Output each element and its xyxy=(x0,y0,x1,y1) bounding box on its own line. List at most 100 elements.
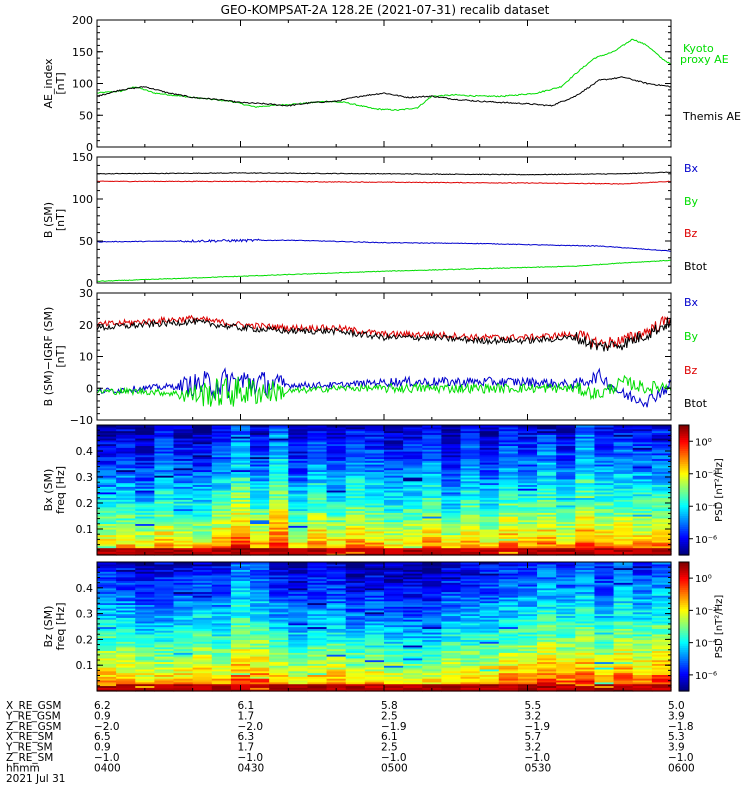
spectrogram-cell xyxy=(632,525,653,528)
spectrogram-cell xyxy=(479,525,500,528)
spectrogram-cell xyxy=(517,576,538,580)
spectrogram-cell xyxy=(613,632,634,635)
spectrogram-cell xyxy=(556,506,576,510)
spectrogram-cell xyxy=(403,654,423,657)
spectrogram-cell xyxy=(211,530,232,534)
spectrogram-cell xyxy=(422,497,442,500)
spectrogram-cell xyxy=(192,617,213,620)
spectrogram-cell xyxy=(498,641,519,644)
spectrogram-cell xyxy=(594,567,615,570)
spectrogram-cell xyxy=(269,591,289,594)
spectrogram-cell xyxy=(135,441,155,445)
spectrogram-cell xyxy=(192,452,213,456)
spectrogram-cell xyxy=(441,430,462,434)
spectrogram-cell xyxy=(384,609,404,613)
spectrogram-cell xyxy=(651,443,672,447)
spectrogram-cell xyxy=(230,445,251,448)
spectrogram-cell xyxy=(192,679,213,683)
spectrogram-cell xyxy=(422,538,442,541)
spectrogram-cell xyxy=(364,480,385,484)
spectrogram-cell xyxy=(345,606,366,609)
spectrogram-cell xyxy=(269,532,289,536)
spectrogram-cell xyxy=(384,504,404,508)
spectrogram-cell xyxy=(307,652,328,655)
spectrogram-cell xyxy=(575,573,596,576)
spectrogram-cell xyxy=(632,578,653,582)
spectrogram-cell xyxy=(97,458,117,461)
spectrogram-cell xyxy=(537,628,557,631)
spectrogram-cell xyxy=(211,441,232,445)
spectrogram-cell xyxy=(269,567,289,570)
spectrogram-cell xyxy=(192,573,213,576)
spectrogram-cell xyxy=(575,597,596,600)
spectrogram-cell xyxy=(326,530,347,534)
spectrogram-cell xyxy=(211,540,232,543)
spectrogram-cell xyxy=(517,628,538,631)
spectrogram-cell xyxy=(613,595,634,598)
spectrogram-cell xyxy=(116,644,136,648)
spectrogram-cell xyxy=(326,532,347,536)
spectrogram-cell xyxy=(651,449,672,452)
spectrogram-cell xyxy=(613,598,634,602)
spectrogram-cell xyxy=(192,584,213,587)
spectrogram-cell xyxy=(192,504,213,508)
spectrogram-cell xyxy=(594,473,615,476)
spectrogram-cell xyxy=(288,637,309,640)
spectrogram-cell xyxy=(651,574,672,578)
spectrogram-cell xyxy=(594,523,615,526)
spectrogram-cell xyxy=(632,571,653,574)
spectrogram-cell xyxy=(230,475,251,478)
spectrogram-cell xyxy=(116,655,136,659)
spectrogram-cell xyxy=(537,654,557,657)
spectrogram-cell xyxy=(97,593,117,596)
spectrogram-cell xyxy=(230,595,251,598)
spectrogram-cell xyxy=(422,598,442,602)
spectrogram-cell xyxy=(116,652,136,655)
spectrogram-cell xyxy=(250,587,270,591)
spectrogram-cell xyxy=(556,517,576,521)
spectrogram-cell xyxy=(422,602,442,605)
spectrogram-cell xyxy=(211,491,232,495)
spectrogram-cell xyxy=(230,609,251,613)
spectrogram-cell xyxy=(403,428,423,432)
legend-entry: Bx xyxy=(684,162,699,175)
spectrogram-cell xyxy=(403,495,423,499)
spectrogram-cell xyxy=(479,652,500,655)
spectrogram-cell xyxy=(460,471,481,474)
spectrogram-cell xyxy=(384,434,404,437)
spectrogram-cell xyxy=(384,562,404,565)
spectrogram-cell xyxy=(384,553,404,556)
spectrogram-cell xyxy=(173,597,194,600)
spectrogram-cell xyxy=(250,521,270,525)
spectrogram-cell xyxy=(498,471,519,474)
spectrogram-cell xyxy=(230,447,251,450)
spectrogram-cell xyxy=(135,428,155,432)
spectrogram-cell xyxy=(269,445,289,448)
spectrogram-cell xyxy=(460,600,481,604)
spectrogram-cell xyxy=(97,504,117,508)
spectrogram-cell xyxy=(651,667,672,670)
spectrogram-cell xyxy=(364,687,385,690)
spectrogram-cell xyxy=(403,585,423,589)
spectrogram-cell xyxy=(173,578,194,582)
spectrogram-cell xyxy=(211,676,232,679)
spectrogram-cell xyxy=(594,475,615,478)
spectrogram-cell xyxy=(651,681,672,685)
spectrogram-cell xyxy=(211,445,232,448)
spectrogram-cell xyxy=(575,591,596,594)
spectrogram-cell xyxy=(230,659,251,663)
spectrogram-cell xyxy=(173,547,194,551)
spectrogram-cell xyxy=(403,569,423,572)
spectrogram-cell xyxy=(135,430,155,434)
spectrogram-cell xyxy=(517,655,538,659)
spectrogram-cell xyxy=(135,597,155,600)
spectrogram-cell xyxy=(307,491,328,495)
spectrogram-cell xyxy=(403,659,423,663)
spectrogram-cell xyxy=(364,551,385,554)
spectrogram-cell xyxy=(441,425,462,428)
spectrogram-cell xyxy=(517,578,538,582)
spectrogram-cell xyxy=(460,447,481,450)
spectrogram-cell xyxy=(326,503,347,506)
spectrogram-cell xyxy=(556,516,576,519)
spectrogram-cell xyxy=(422,587,442,591)
